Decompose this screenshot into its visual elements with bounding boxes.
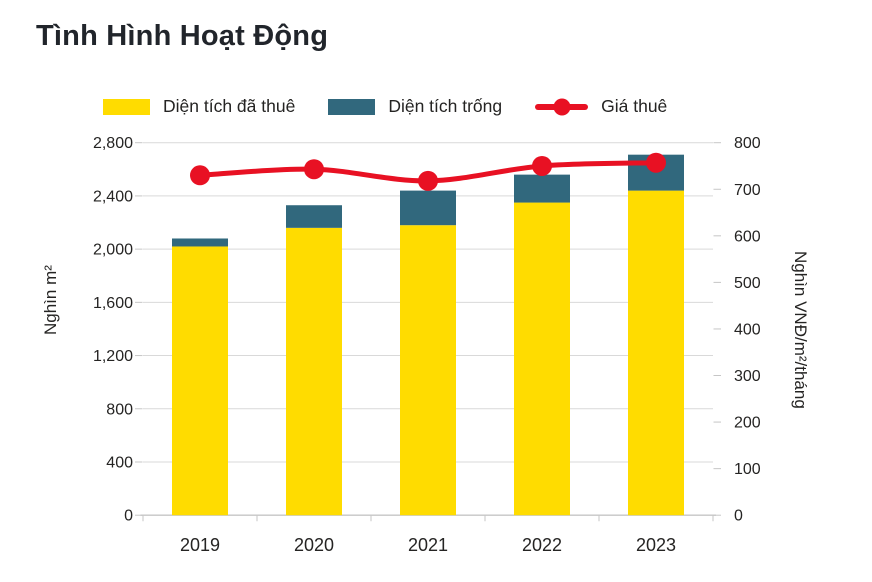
legend-label-vacant: Diện tích trống <box>388 96 503 116</box>
y-axis-right-tick-label: 100 <box>734 461 761 478</box>
chart-title: Tình Hình Hoạt Động <box>36 20 329 52</box>
x-axis-tick-label: 2023 <box>636 535 676 555</box>
x-axis-tick-label: 2021 <box>408 535 448 555</box>
y-axis-right-tick-label: 500 <box>734 275 761 292</box>
y-axis-left-tick-label: 1,200 <box>93 348 133 365</box>
bar-leased-2019[interactable] <box>172 246 228 516</box>
y-axis-right-tick-label: 0 <box>734 508 743 525</box>
x-axis-tick-label: 2022 <box>522 535 562 555</box>
y-axis-right-tick-label: 800 <box>734 135 761 152</box>
legend-item-rent[interactable]: Giá thuê <box>535 96 667 117</box>
legend-swatch-vacant-icon <box>328 98 376 115</box>
legend-label-leased: Diện tích đã thuê <box>163 96 296 116</box>
bar-leased-2020[interactable] <box>286 227 342 516</box>
y-axis-right-tick-label: 600 <box>734 228 761 245</box>
y-axis-right-tick-label: 300 <box>734 368 761 385</box>
bar-leased-2022[interactable] <box>514 202 570 516</box>
point-rent-2019[interactable] <box>190 165 210 186</box>
y-axis-left-tick-label: 1,600 <box>93 295 133 312</box>
bar-vacant-2020[interactable] <box>286 205 342 228</box>
y-axis-left-tick-label: 800 <box>106 401 133 418</box>
legend-label-rent: Giá thuê <box>601 96 668 116</box>
legend: Diện tích đã thuê Diện tích trống Giá th… <box>103 96 667 117</box>
legend-swatch-leased-icon <box>103 98 150 115</box>
y-axis-left-tick-label: 2,000 <box>93 242 133 259</box>
y-axis-left-tick-label: 2,400 <box>93 188 133 205</box>
x-axis-tick-label: 2019 <box>180 535 220 555</box>
x-axis-tick-label: 2020 <box>294 535 334 555</box>
y-axis-right-tick-label: 400 <box>734 321 761 338</box>
point-rent-2023[interactable] <box>646 152 666 173</box>
y-axis-right-tick-label: 700 <box>734 182 761 199</box>
legend-item-vacant[interactable]: Diện tích trống <box>328 96 502 117</box>
point-rent-2021[interactable] <box>418 170 438 191</box>
bar-vacant-2022[interactable] <box>514 174 570 203</box>
y-axis-left-tick-label: 400 <box>106 454 133 471</box>
y-axis-left-tick-label: 2,800 <box>93 135 133 152</box>
point-rent-2020[interactable] <box>304 159 324 180</box>
y-axis-title-left: Nghìn m² <box>41 265 60 335</box>
bar-leased-2021[interactable] <box>400 225 456 516</box>
legend-item-leased[interactable]: Diện tích đã thuê <box>103 96 295 117</box>
bar-leased-2023[interactable] <box>628 190 684 516</box>
y-axis-right-tick-label: 200 <box>734 415 761 432</box>
point-rent-2022[interactable] <box>532 155 552 176</box>
bar-vacant-2019[interactable] <box>172 238 228 247</box>
y-axis-left-tick-label: 0 <box>124 508 133 525</box>
bar-vacant-2021[interactable] <box>400 190 456 226</box>
y-axis-title-right: Nghìn VNĐ/m²/tháng <box>791 251 810 409</box>
legend-line-marker-icon <box>535 98 589 115</box>
